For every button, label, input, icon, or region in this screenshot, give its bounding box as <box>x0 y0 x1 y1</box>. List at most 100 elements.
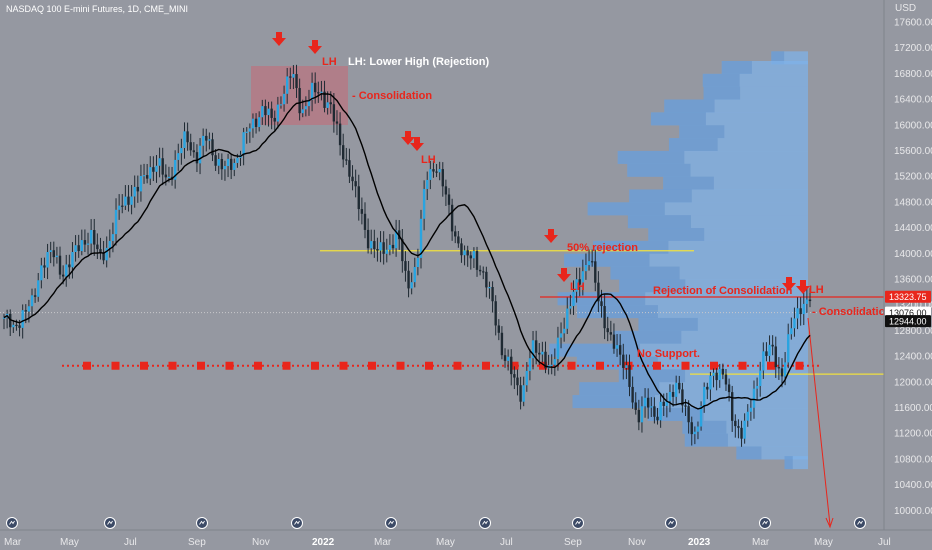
candle-body <box>702 386 706 407</box>
support-marker <box>767 361 775 370</box>
candle-body <box>117 205 121 210</box>
candle-body <box>653 406 656 417</box>
candle-body <box>298 88 301 114</box>
candle-body <box>167 176 171 179</box>
candle-body <box>192 150 196 153</box>
x-tick-label: Nov <box>628 537 646 548</box>
candle-body <box>790 328 793 335</box>
candle-body <box>600 301 603 307</box>
candle-body <box>301 109 304 114</box>
projection-line <box>807 317 831 526</box>
candle-body <box>743 420 746 439</box>
candle-body <box>385 249 388 254</box>
candle-body <box>18 325 21 328</box>
candle-body <box>734 420 737 427</box>
candle-body <box>584 265 588 272</box>
candle-body <box>759 370 762 387</box>
candle-body <box>500 332 504 356</box>
candle-body <box>569 306 572 309</box>
event-glyph <box>668 520 674 525</box>
candle-body <box>71 251 74 268</box>
candle-body <box>30 295 34 307</box>
candle-body <box>242 132 245 155</box>
event-glyph <box>482 520 488 525</box>
candle-body <box>108 240 112 248</box>
event-glyph <box>294 520 300 525</box>
x-tick-label: Jul <box>500 537 513 548</box>
y-tick-label: 10400.00 <box>894 480 932 491</box>
candle-body <box>74 245 77 252</box>
y-tick-label: 15600.00 <box>894 146 932 157</box>
candle-body <box>86 243 90 245</box>
candle-body <box>186 131 189 143</box>
candle-body <box>208 139 211 141</box>
volume-profile-bar-dark <box>784 456 793 470</box>
candle-body <box>49 250 52 253</box>
volume-profile-bar-dark <box>684 433 728 447</box>
support-marker <box>254 361 262 370</box>
candle-body <box>721 368 725 375</box>
support-marker <box>539 361 547 370</box>
candle-body <box>525 370 529 386</box>
x-tick-label: Jul <box>124 537 137 548</box>
candle-body <box>9 313 12 328</box>
candle-body <box>413 267 416 283</box>
candle-body <box>693 431 697 435</box>
candle-body <box>276 104 280 122</box>
y-tick-label: 10800.00 <box>894 454 932 465</box>
annotation-label: - Consolidation <box>352 90 432 102</box>
annotations-layer: LH LH: Lower High (Rejection) - Consolidat… <box>322 56 892 360</box>
candle-body <box>52 250 55 258</box>
candle-body <box>553 359 557 365</box>
candle-body <box>164 174 168 178</box>
annotation-label: LH <box>421 154 436 166</box>
candle-body <box>749 407 753 412</box>
candle-body <box>646 397 650 408</box>
candle-body <box>802 303 805 315</box>
candle-body <box>105 247 108 261</box>
volume-profile-bar-dark <box>564 253 650 267</box>
support-marker <box>567 361 576 370</box>
candle-body <box>603 306 606 329</box>
price-badge <box>885 290 931 303</box>
candle-body <box>528 358 532 371</box>
volume-profile-bar-dark <box>619 279 686 293</box>
candle-body <box>183 131 186 149</box>
candle-body <box>295 74 298 89</box>
candle-body <box>777 367 781 369</box>
candle-body <box>351 176 354 182</box>
candle-body <box>46 252 49 268</box>
event-glyph <box>762 520 768 525</box>
annotation-label: 50% rejection <box>567 242 638 254</box>
candle-body <box>774 346 777 368</box>
candle-body <box>687 406 690 423</box>
candle-body <box>808 299 812 302</box>
candle-body <box>634 402 637 410</box>
x-tick-label: 2022 <box>312 537 335 548</box>
candle-body <box>158 158 161 166</box>
support-marker <box>197 361 205 370</box>
candle-body <box>245 131 248 133</box>
candle-body <box>195 152 199 164</box>
volume-profile-bar-dark <box>679 125 725 139</box>
candle-body <box>762 351 765 371</box>
x-tick-label: Mar <box>752 537 770 548</box>
candle-body <box>285 76 289 94</box>
candle-body <box>581 271 585 285</box>
volume-profile-bar-dark <box>617 150 685 164</box>
candle-body <box>345 159 348 161</box>
candle-body <box>752 388 756 408</box>
candle-body <box>304 106 308 110</box>
candle-body <box>506 356 510 361</box>
volume-profile-bar-dark <box>702 73 740 87</box>
candle-body <box>575 279 578 292</box>
candle-body <box>177 153 180 160</box>
candle-body <box>482 271 485 273</box>
support-marker <box>282 361 291 370</box>
candle-body <box>780 368 784 377</box>
support-marker <box>710 361 718 370</box>
candle-body <box>731 392 734 421</box>
candle-body <box>510 356 513 375</box>
y-tick-label: 17200.00 <box>894 43 932 54</box>
